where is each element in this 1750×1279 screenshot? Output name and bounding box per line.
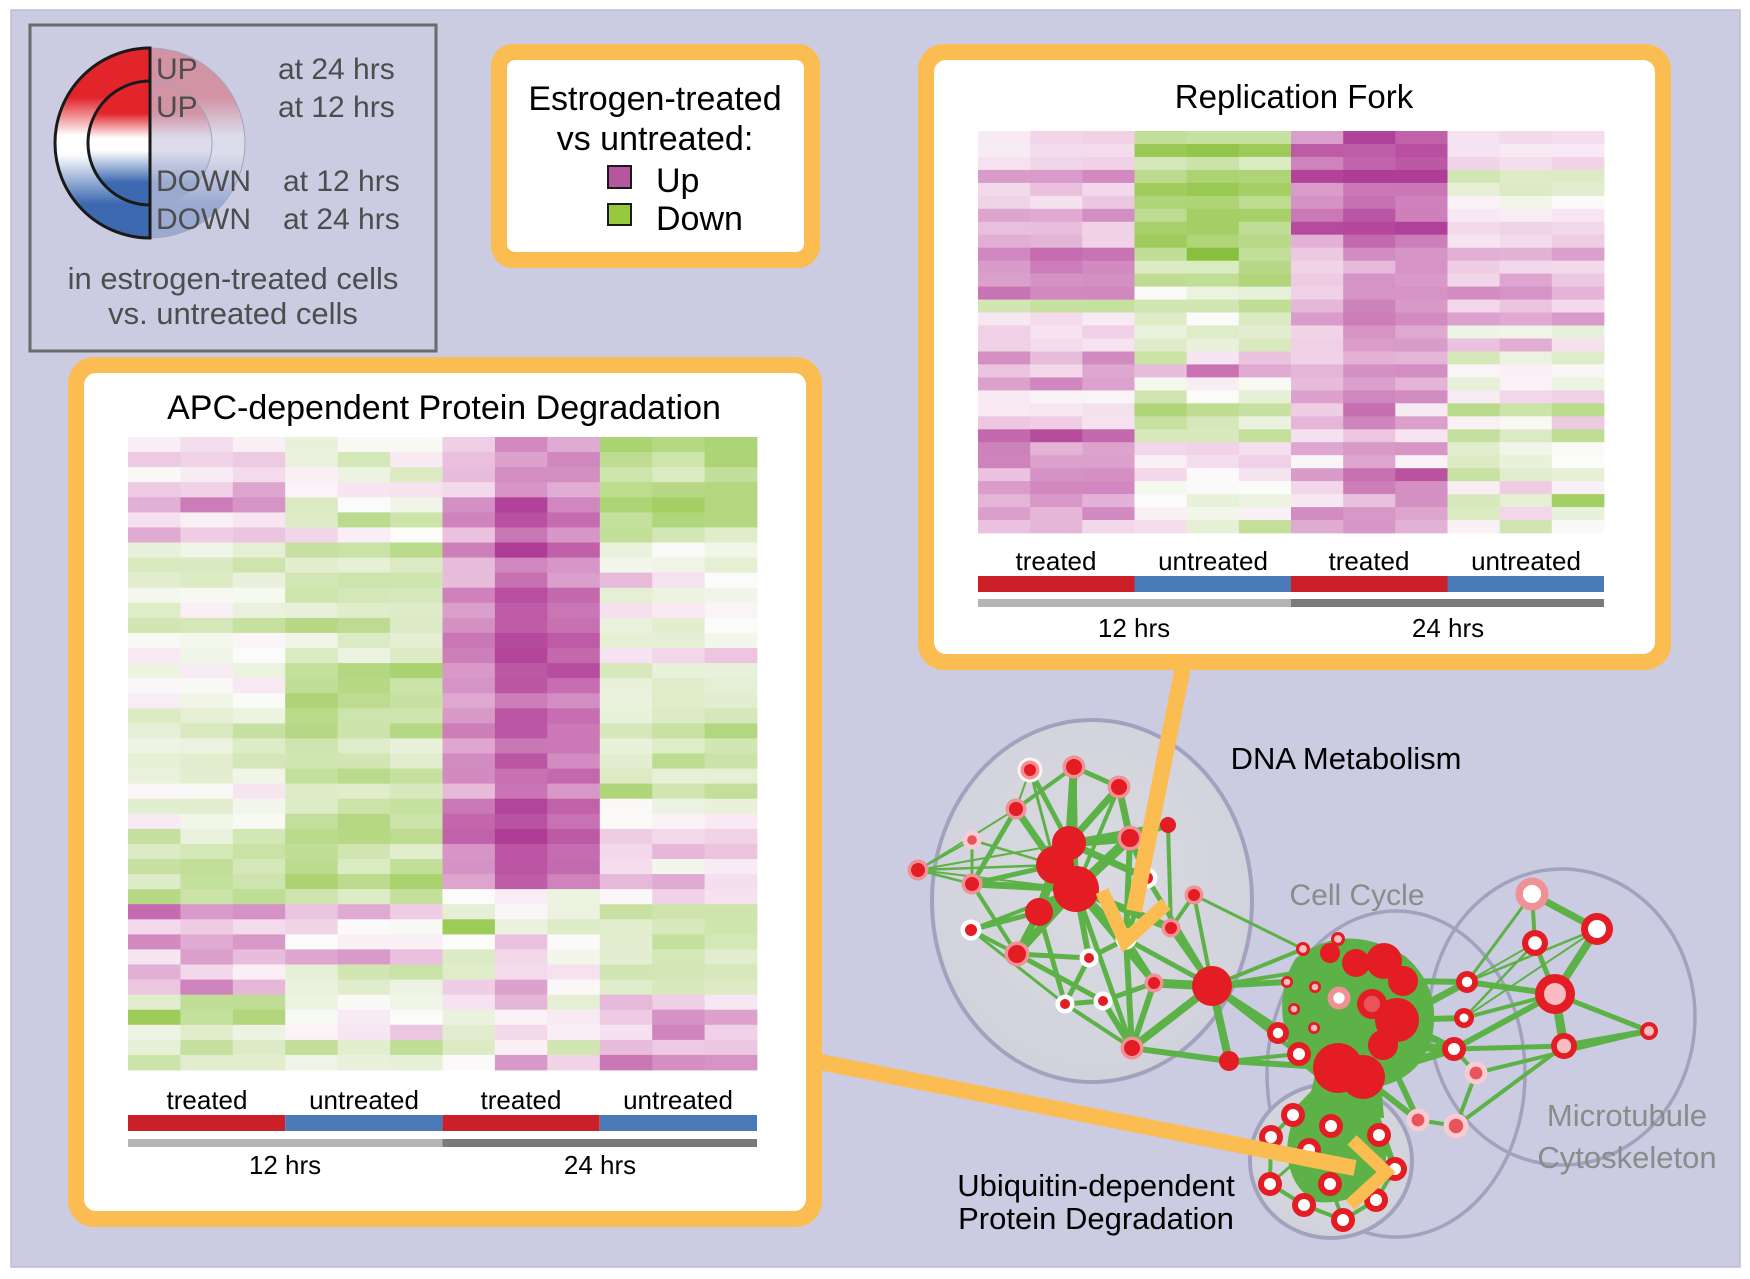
svg-text:at 12 hrs: at 12 hrs	[278, 91, 395, 124]
svg-text:12 hrs: 12 hrs	[249, 1150, 321, 1180]
svg-text:vs untreated:: vs untreated:	[557, 120, 754, 158]
svg-text:vs. untreated cells: vs. untreated cells	[108, 296, 358, 331]
svg-text:at 24 hrs: at 24 hrs	[278, 53, 395, 86]
svg-text:treated: treated	[167, 1085, 248, 1115]
svg-text:untreated: untreated	[1158, 546, 1268, 576]
svg-text:Microtubule: Microtubule	[1547, 1098, 1707, 1133]
svg-text:at 12 hrs: at 12 hrs	[283, 165, 400, 198]
svg-text:untreated: untreated	[623, 1085, 733, 1115]
svg-text:Protein Degradation: Protein Degradation	[958, 1201, 1234, 1236]
svg-text:treated: treated	[1329, 546, 1410, 576]
svg-text:in estrogen-treated cells: in estrogen-treated cells	[68, 261, 399, 296]
svg-text:UP: UP	[156, 91, 198, 124]
svg-text:APC-dependent Protein Degradat: APC-dependent Protein Degradation	[167, 389, 721, 427]
svg-text:untreated: untreated	[309, 1085, 419, 1115]
svg-text:Estrogen-treated: Estrogen-treated	[528, 80, 781, 118]
svg-text:12 hrs: 12 hrs	[1098, 613, 1170, 643]
svg-text:untreated: untreated	[1471, 546, 1581, 576]
svg-text:treated: treated	[1016, 546, 1097, 576]
svg-text:UP: UP	[156, 53, 198, 86]
svg-text:Cell Cycle: Cell Cycle	[1289, 879, 1424, 912]
svg-text:Down: Down	[656, 200, 743, 238]
svg-text:DNA Metabolism: DNA Metabolism	[1231, 741, 1462, 776]
svg-text:Ubiquitin-dependent: Ubiquitin-dependent	[957, 1168, 1235, 1203]
svg-text:Cytoskeleton: Cytoskeleton	[1537, 1140, 1716, 1175]
svg-text:treated: treated	[481, 1085, 562, 1115]
svg-text:at 24 hrs: at 24 hrs	[283, 203, 400, 236]
svg-text:Up: Up	[656, 162, 699, 200]
svg-text:Replication Fork: Replication Fork	[1175, 78, 1414, 115]
svg-text:24 hrs: 24 hrs	[564, 1150, 636, 1180]
svg-text:24 hrs: 24 hrs	[1412, 613, 1484, 643]
svg-text:DOWN: DOWN	[156, 165, 251, 198]
svg-text:DOWN: DOWN	[156, 203, 251, 236]
